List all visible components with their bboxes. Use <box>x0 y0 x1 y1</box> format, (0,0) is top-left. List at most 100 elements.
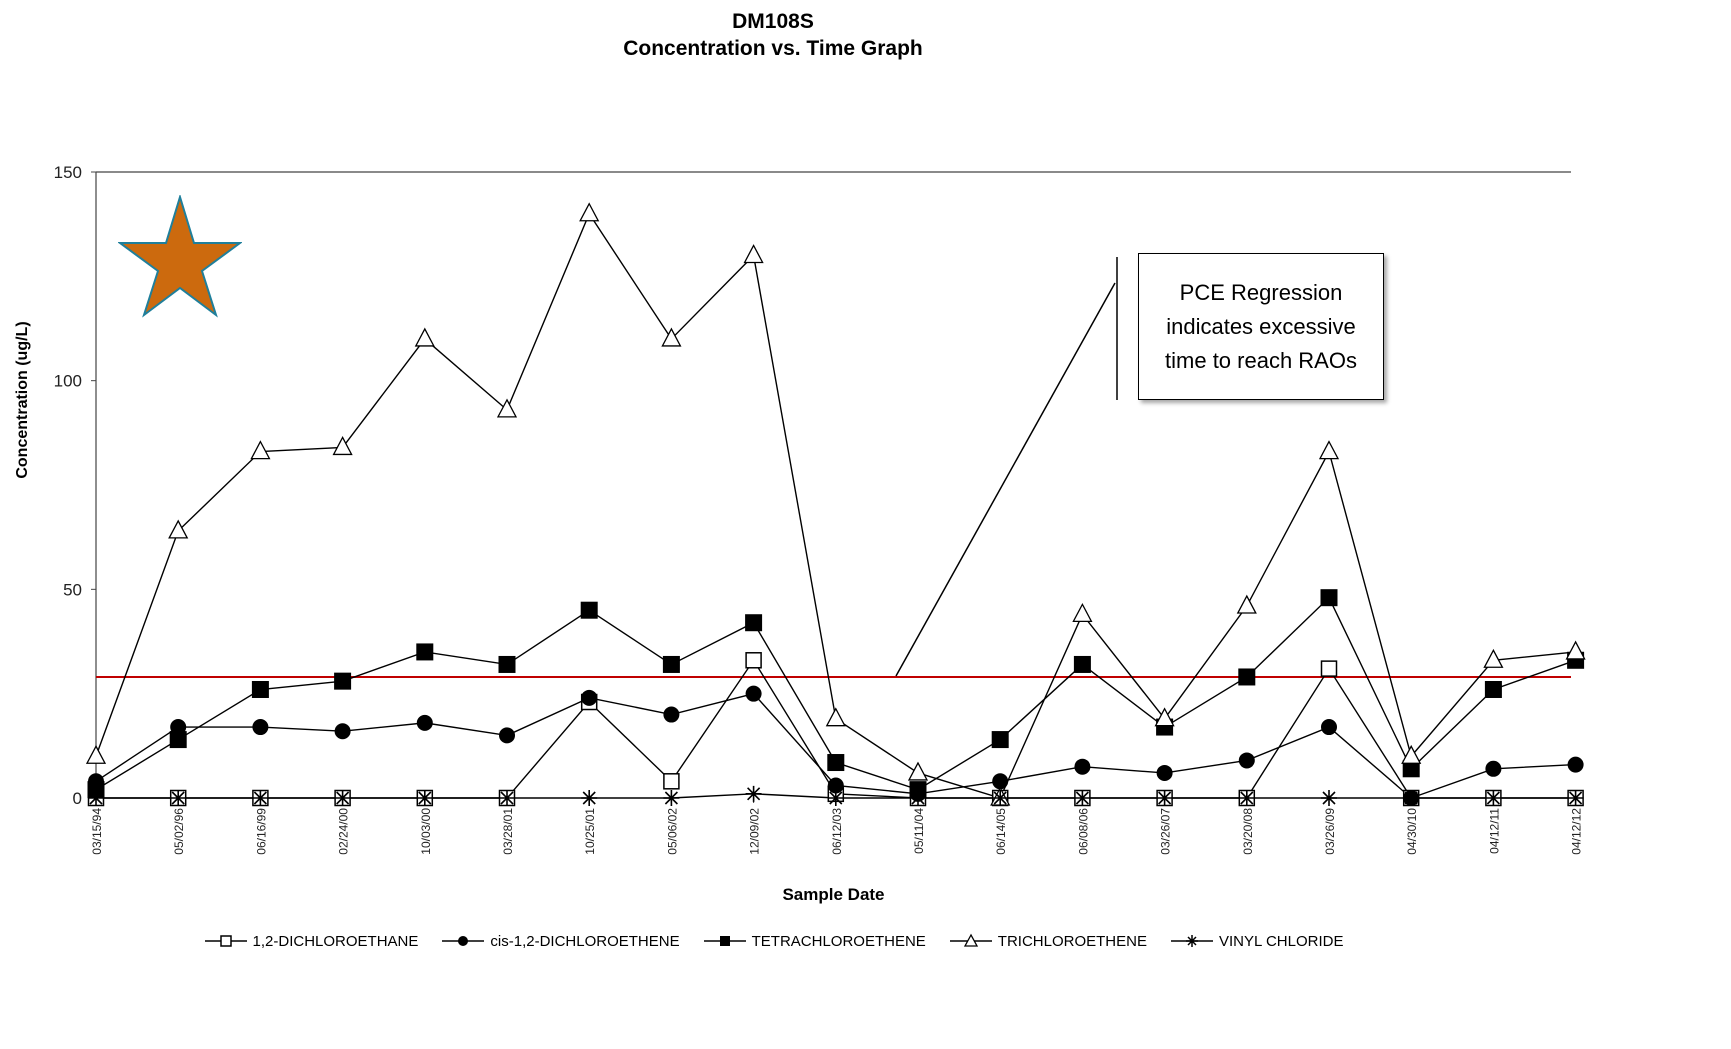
x-tick-label: 10/03/00 <box>419 808 433 855</box>
data-point-3 <box>1072 602 1093 623</box>
data-point-2 <box>745 614 763 632</box>
data-point-2 <box>251 680 269 698</box>
data-point-3 <box>825 707 846 727</box>
data-point-3 <box>907 761 929 781</box>
x-tick-label: 12/09/02 <box>748 808 762 855</box>
data-point-4 <box>499 790 515 806</box>
x-tick-label: 06/12/03 <box>830 808 844 855</box>
data-point-4 <box>1485 790 1502 806</box>
data-point-2 <box>416 643 434 661</box>
data-point-4 <box>663 790 680 806</box>
x-tick-label: 06/16/99 <box>254 808 268 855</box>
data-point-2 <box>498 655 516 673</box>
data-point-2 <box>1238 668 1256 686</box>
data-point-3 <box>332 436 353 456</box>
data-point-3 <box>1565 640 1586 660</box>
data-point-3 <box>1154 707 1175 727</box>
data-point-4 <box>1156 790 1173 806</box>
data-point-2 <box>169 731 187 749</box>
x-tick-label: 05/02/96 <box>172 808 186 855</box>
data-point-1 <box>1074 758 1091 775</box>
x-axis-label: Sample Date <box>782 885 885 904</box>
data-point-3 <box>1483 648 1504 668</box>
data-point-3 <box>85 744 107 764</box>
legend-marker-icon <box>1170 935 1213 947</box>
data-point-4 <box>1403 790 1420 806</box>
data-point-3 <box>1401 744 1422 764</box>
data-point-3 <box>579 202 600 222</box>
data-point-2 <box>1073 655 1091 673</box>
data-point-1 <box>499 727 515 744</box>
y-tick-label: 100 <box>54 372 82 391</box>
data-point-3 <box>168 519 189 539</box>
data-point-3 <box>1236 594 1257 614</box>
data-point-1 <box>745 685 762 702</box>
legend-label: 1,2-DICHLOROETHANE <box>252 932 419 950</box>
data-point-2 <box>334 672 352 690</box>
y-tick-label: 50 <box>63 580 82 599</box>
chart-legend: 1,2-DICHLOROETHANE cis-1,2-DICHLOROETHENE… <box>0 931 1546 951</box>
x-tick-label: 04/12/12 <box>1570 808 1584 855</box>
legend-marker-icon <box>442 936 485 946</box>
data-point-4 <box>1074 790 1091 806</box>
data-point-4 <box>1238 790 1255 806</box>
chart-title: DM108S Concentration vs. Time Graph <box>0 8 1546 62</box>
data-point-0 <box>1320 660 1338 677</box>
x-tick-label: 05/06/02 <box>665 808 679 855</box>
data-point-4 <box>416 790 433 806</box>
data-point-1 <box>992 773 1009 790</box>
data-point-1 <box>663 706 680 723</box>
legend-item: 1,2-DICHLOROETHANE <box>203 931 419 951</box>
data-point-1 <box>1321 719 1337 736</box>
x-tick-label: 06/14/05 <box>994 808 1008 855</box>
legend-item: cis-1,2-DICHLOROETHENE <box>440 931 680 951</box>
data-point-4 <box>745 785 762 802</box>
x-tick-label: 02/24/00 <box>337 808 351 855</box>
x-tick-label: 03/20/08 <box>1241 808 1255 855</box>
legend-marker-icon <box>703 936 746 946</box>
x-tick-label: 04/30/10 <box>1405 808 1419 855</box>
data-point-4 <box>581 790 598 806</box>
legend-marker-icon <box>949 933 992 947</box>
data-point-2 <box>991 731 1009 749</box>
annotation-text: PCE Regression indicates excessive time … <box>1165 279 1357 373</box>
data-point-1 <box>1238 752 1255 769</box>
legend-item: TRICHLOROETHENE <box>948 931 1147 951</box>
data-point-4 <box>1567 790 1584 806</box>
data-point-2 <box>1320 589 1338 607</box>
y-axis-label: Concentration (ug/L) <box>14 321 31 479</box>
data-point-4 <box>88 790 104 806</box>
legend-label: VINYL CHLORIDE <box>1218 932 1344 950</box>
data-point-4 <box>170 790 187 806</box>
data-point-3 <box>1318 440 1340 460</box>
data-point-2 <box>827 754 845 772</box>
data-point-1 <box>1156 764 1173 781</box>
data-point-2 <box>662 655 680 673</box>
legend-item: VINYL CHLORIDE <box>1169 931 1343 951</box>
legend-label: TRICHLOROETHENE <box>997 932 1147 950</box>
x-tick-label: 03/15/94 <box>90 808 104 855</box>
chart-title-line2: Concentration vs. Time Graph <box>623 37 923 60</box>
data-point-4 <box>992 790 1009 806</box>
x-tick-label: 03/26/07 <box>1159 808 1173 855</box>
x-tick-label: 04/12/11 <box>1487 808 1501 854</box>
data-point-1 <box>581 689 598 706</box>
chart-title-line1: DM108S <box>732 10 814 33</box>
data-point-2 <box>580 601 598 619</box>
data-point-3 <box>661 327 682 347</box>
x-tick-label: 03/28/01 <box>501 808 515 855</box>
data-point-4 <box>827 790 844 806</box>
data-point-1 <box>334 723 351 740</box>
data-point-0 <box>745 652 762 669</box>
data-point-0 <box>663 773 680 790</box>
data-point-1 <box>1567 756 1584 773</box>
data-point-1 <box>1485 760 1502 777</box>
callout-leader-line <box>895 282 1116 677</box>
data-point-1 <box>252 719 269 736</box>
y-tick-label: 150 <box>54 163 82 182</box>
annotation-callout: PCE Regression indicates excessive time … <box>1138 253 1384 400</box>
data-point-1 <box>827 777 844 794</box>
legend-label: cis-1,2-DICHLOROETHENE <box>490 932 680 950</box>
legend-marker-icon <box>204 935 247 947</box>
